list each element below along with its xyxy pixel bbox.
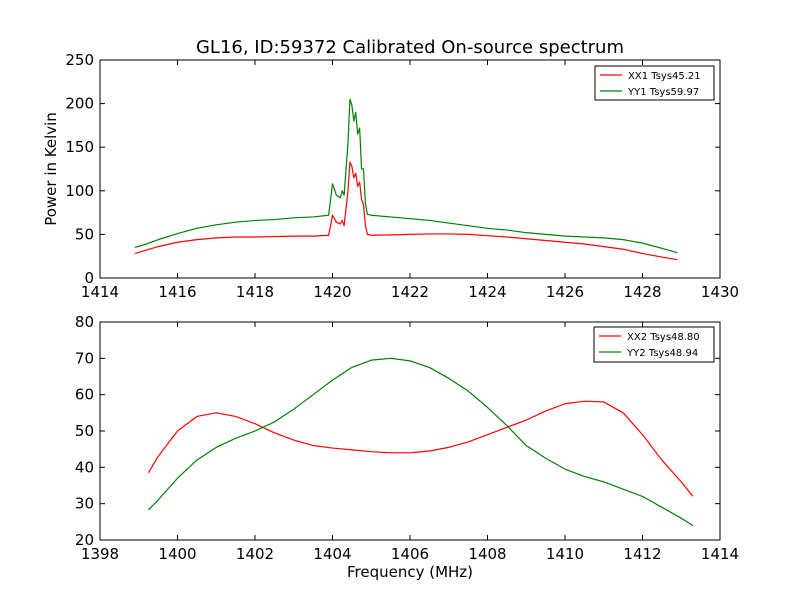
y-tick-label: 0	[84, 269, 94, 287]
x-tick-label: 1398	[81, 545, 119, 563]
y-tick-label: 40	[75, 458, 94, 476]
legend-entry: YY2 Tsys48.94	[626, 348, 698, 359]
series-line-1	[134, 161, 678, 261]
legend: XX1 Tsys45.21 YY1 Tsys59.97	[594, 65, 715, 101]
x-tick-label: 1406	[391, 545, 429, 563]
legend: XX2 Tsys48.80 YY2 Tsys48.94	[593, 326, 715, 363]
y-tick-label: 20	[75, 531, 94, 549]
legend-entry: XX2 Tsys48.80	[627, 332, 700, 343]
x-tick-label: 1422	[391, 283, 429, 301]
legend-entry: YY1 Tsys59.97	[627, 87, 699, 98]
x-tick-label: 1420	[313, 283, 351, 301]
x-tick-label: 1424	[468, 283, 506, 301]
y-tick-label: 30	[75, 495, 94, 513]
x-tick-label: 1414	[701, 545, 739, 563]
legend-box	[594, 65, 715, 101]
x-tick-label: 1418	[236, 283, 274, 301]
legend-entry: XX1 Tsys45.21	[628, 71, 701, 82]
y-axis-label: Power in Kelvin	[42, 112, 60, 226]
axes-top-spectrum-1: 1414 1416 1418 1420 1422 1424 1426 1428 1430 0 50 1…	[42, 51, 739, 301]
x-axis-label: Frequency (MHz)	[347, 563, 473, 581]
x-tick-label: 1402	[236, 545, 274, 563]
x-tick-label: 1412	[623, 545, 661, 563]
x-tick-label: 1404	[313, 545, 351, 563]
y-tick-label: 200	[65, 95, 94, 113]
x-tick-label: 1408	[468, 545, 506, 563]
y-tick-label: 60	[75, 386, 94, 404]
y-tick-label: 150	[65, 138, 94, 156]
y-tick-label: 100	[65, 182, 94, 200]
y-tick-label: 50	[75, 225, 94, 243]
y-tick-label: 70	[75, 349, 94, 367]
series-line-2	[134, 98, 678, 254]
series-line-2	[148, 357, 694, 526]
y-tick-label: 80	[75, 313, 94, 331]
legend-box	[593, 326, 715, 363]
x-tick-label: 1430	[701, 283, 739, 301]
figure-title: GL16, ID:59372 Calibrated On-source spec…	[196, 37, 624, 58]
x-tick-label: 1426	[546, 283, 584, 301]
series-line-1	[147, 400, 694, 497]
x-tick-label: 1410	[546, 545, 584, 563]
y-tick-label: 250	[65, 51, 94, 69]
x-tick-label: 1400	[158, 545, 196, 563]
x-tick-label: 1414	[81, 283, 119, 301]
x-tick-label: 1428	[623, 283, 661, 301]
y-tick-label: 50	[75, 422, 94, 440]
x-tick-label: 1416	[158, 283, 196, 301]
axes-bottom-spectrum-2: 1398 1400 1402 1404 1406 1408 1410 1412 1414 20 30…	[75, 313, 739, 581]
